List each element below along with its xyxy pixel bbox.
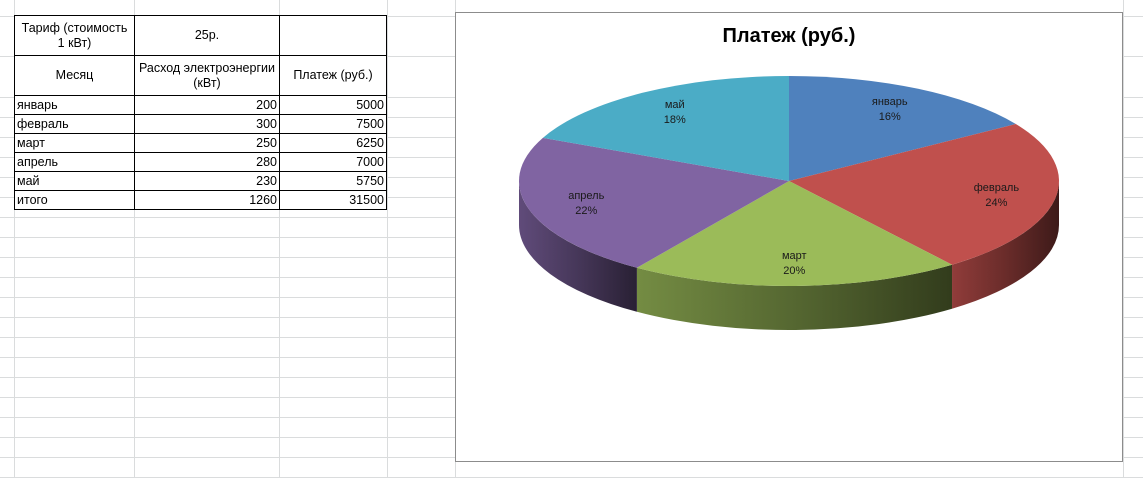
slice-percent-label: 18% [664,114,686,126]
payment-cell[interactable]: 7000 [279,152,387,172]
month-cell[interactable]: март [14,133,135,153]
grid-line [134,0,135,478]
table-row: май 230 5750 [14,171,387,191]
total-row: итого 1260 31500 [14,190,387,210]
table-row: март 250 6250 [14,133,387,153]
pie-slice-side [636,264,953,330]
pie-slice[interactable] [519,137,789,268]
pie-chart[interactable]: Платеж (руб.) январь 16% февраль 24% март 20%… [455,12,1123,462]
slice-category-label: январь [872,96,908,108]
header-row: Месяц Расход электроэнергии (кВт) Платеж… [14,55,387,96]
slice-percent-label: 16% [879,111,901,123]
slice-category-label: февраль [974,182,1020,194]
payment-cell[interactable]: 5000 [279,95,387,115]
table-row: апрель 280 7000 [14,152,387,172]
slice-percent-label: 20% [783,265,805,277]
table-row: февраль 300 7500 [14,114,387,134]
tariff-row: Тариф (стоимость 1 кВт) 25р. [14,15,387,56]
month-cell[interactable]: январь [14,95,135,115]
tariff-value[interactable]: 25р. [134,15,280,56]
month-cell[interactable]: май [14,171,135,191]
payment-cell[interactable]: 5750 [279,171,387,191]
month-cell[interactable]: апрель [14,152,135,172]
pie-chart-svg: январь 16% февраль 24% март 20% апрель 22% май 18… [519,76,1059,330]
tariff-label[interactable]: Тариф (стоимость 1 кВт) [14,15,135,56]
pie-slice-side [952,181,1059,309]
grid-line [387,0,388,478]
pie-slice[interactable] [636,181,953,286]
payment-cell[interactable]: 6250 [279,133,387,153]
table-row: январь 200 5000 [14,95,387,115]
slice-percent-label: 22% [575,205,597,217]
usage-cell[interactable]: 230 [134,171,280,191]
pie-slice[interactable] [789,124,1059,265]
usage-cell[interactable]: 200 [134,95,280,115]
header-usage[interactable]: Расход электроэнергии (кВт) [134,55,280,96]
header-month[interactable]: Месяц [14,55,135,96]
grid-line [14,0,15,478]
pie-slice[interactable] [789,76,1016,181]
total-payment[interactable]: 31500 [279,190,387,210]
grid-line [1123,0,1124,478]
grid-line [279,0,280,478]
pie-slice[interactable] [542,76,789,181]
slice-category-label: март [782,250,807,262]
payment-cell[interactable]: 7500 [279,114,387,134]
total-label[interactable]: итого [14,190,135,210]
month-cell[interactable]: февраль [14,114,135,134]
header-payment[interactable]: Платеж (руб.) [279,55,387,96]
usage-cell[interactable]: 300 [134,114,280,134]
slice-category-label: апрель [568,190,604,202]
slice-percent-label: 24% [985,197,1007,209]
chart-title: Платеж (руб.) [722,25,856,47]
pie-slice-side [519,181,637,312]
slice-category-label: май [665,99,685,111]
data-table: Тариф (стоимость 1 кВт) 25р. Месяц Расхо… [14,15,387,210]
usage-cell[interactable]: 250 [134,133,280,153]
usage-cell[interactable]: 280 [134,152,280,172]
total-usage[interactable]: 1260 [134,190,280,210]
empty-cell[interactable] [279,15,387,56]
